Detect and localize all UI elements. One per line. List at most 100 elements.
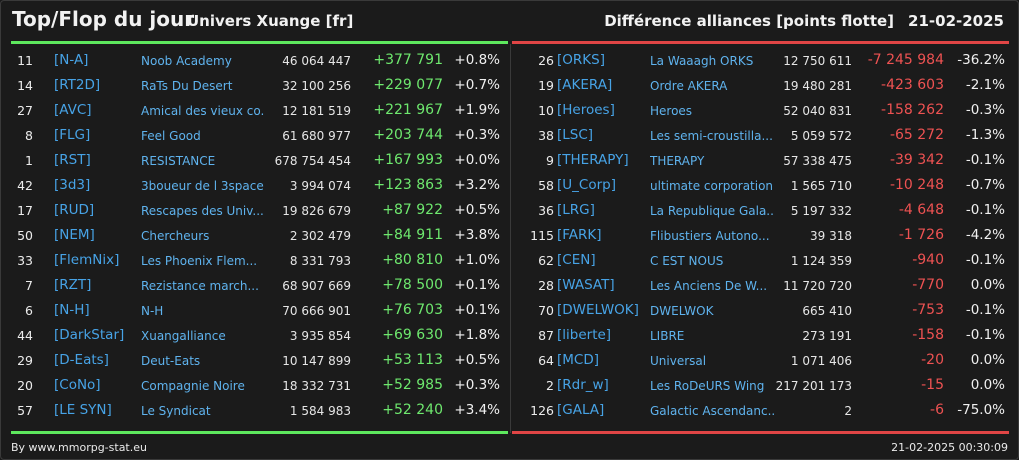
alliance-name-link[interactable]: Rescapes des Univ... [141, 204, 264, 218]
percent-cell: -0.3% [965, 102, 1005, 118]
alliance-tag-link[interactable]: [MCD] [557, 352, 600, 368]
diff-cell: -4 648 [898, 202, 944, 218]
points-cell: 39 318 [810, 229, 852, 243]
alliance-tag-link[interactable]: [RST] [54, 152, 91, 168]
alliance-tag-link[interactable]: [CoNo] [54, 377, 101, 393]
alliance-name-link[interactable]: La Republique Gala... [650, 204, 774, 218]
alliance-name-link[interactable]: RESISTANCE [141, 154, 216, 168]
alliance-tag-link[interactable]: [RT2D] [54, 77, 101, 93]
alliance-tag-link[interactable]: [GALA] [557, 402, 605, 418]
alliance-tag-link[interactable]: [Heroes] [557, 102, 615, 118]
alliance-tag-link[interactable]: [WASAT] [557, 277, 615, 293]
points-cell: 10 147 899 [282, 354, 351, 368]
alliance-name-link[interactable]: Xuangalliance [141, 329, 226, 343]
alliance-tag-link[interactable]: [Rdr_w] [557, 377, 609, 393]
alliance-name-link[interactable]: 3boueur de l 3space [141, 179, 264, 193]
alliance-name-link[interactable]: Les RoDeURS Wing [650, 379, 765, 393]
alliance-tag-link[interactable]: [AKERA] [557, 77, 613, 93]
rank-cell: 9 [546, 153, 554, 168]
alliance-name-link[interactable]: THERAPY [650, 154, 705, 168]
alliance-name-link[interactable]: Heroes [650, 104, 693, 118]
alliance-name-link[interactable]: C EST NOUS [650, 254, 724, 268]
alliance-name-link[interactable]: Le Syndicat [141, 404, 211, 418]
table-row: 19 [AKERA] Ordre AKERA 19 480 281 -423 603 -2… [511, 73, 1018, 98]
alliance-name-link[interactable]: Universal [650, 354, 707, 368]
table-row: 20 [CoNo] Compagnie Noire 18 332 731 +52 985… [1, 373, 510, 398]
alliance-name-link[interactable]: Les semi-croustilla... [650, 129, 773, 143]
points-cell: 19 826 679 [282, 204, 351, 218]
alliance-tag-link[interactable]: [N-H] [54, 302, 90, 318]
alliance-name-link[interactable]: Les Anciens De W... [650, 279, 768, 293]
alliance-name-link[interactable]: Rezistance march... [141, 279, 259, 293]
alliance-name-link[interactable]: LIBRE [650, 329, 685, 343]
rank-cell: 44 [17, 328, 33, 343]
page-title: Top/Flop du jour [12, 7, 195, 31]
alliance-tag-link[interactable]: [DWELWOK] [557, 302, 639, 318]
table-row: 9 [THERAPY] THERAPY 57 338 475 -39 342 -0.1% [511, 148, 1018, 173]
alliance-name-link[interactable]: Flibustiers Autono... [650, 229, 770, 243]
alliance-tag-link[interactable]: [ORKS] [557, 52, 605, 68]
metric-label: Différence alliances [points flotte] [604, 12, 895, 30]
rank-cell: 27 [17, 103, 33, 118]
alliance-name-link[interactable]: La Waaagh ORKS [650, 54, 754, 68]
alliance-tag-link[interactable]: [RZT] [54, 277, 92, 293]
diff-cell: -20 [921, 352, 944, 368]
alliance-name-link[interactable]: ultimate corporation [650, 179, 774, 193]
rank-cell: 19 [538, 78, 554, 93]
alliance-tag-link[interactable]: [LE SYN] [54, 402, 112, 418]
points-cell: 1 565 710 [790, 179, 852, 193]
universe-label: Univers Xuange [fr] [187, 12, 354, 30]
alliance-name-link[interactable]: Feel Good [141, 129, 201, 143]
percent-cell: -0.7% [965, 177, 1005, 193]
alliance-tag-link[interactable]: [N-A] [54, 52, 89, 68]
alliance-name-link[interactable]: Deut-Eats [141, 354, 201, 368]
alliance-name-link[interactable]: Galactic Ascendanc... [650, 404, 774, 418]
points-cell: 11 720 720 [783, 279, 852, 293]
alliance-tag-link[interactable]: [D-Eats] [54, 352, 109, 368]
rank-cell: 38 [538, 128, 554, 143]
alliance-name-link[interactable]: DWELWOK [650, 304, 714, 318]
alliance-name-link[interactable]: Noob Academy [141, 54, 232, 68]
table-row: 64 [MCD] Universal 1 071 406 -20 0.0% [511, 348, 1018, 373]
alliance-tag-link[interactable]: [CEN] [557, 252, 596, 268]
alliance-tag-link[interactable]: [NEM] [54, 227, 95, 243]
rank-cell: 58 [538, 178, 554, 193]
alliance-tag-link[interactable]: [DarkStar] [54, 327, 125, 343]
alliance-name-link[interactable]: N-H [141, 304, 164, 318]
alliance-tag-link[interactable]: [FARK] [557, 227, 602, 243]
alliance-name-link[interactable]: Les Phoenix Flem... [141, 254, 258, 268]
points-cell: 3 994 074 [289, 179, 351, 193]
percent-cell: -1.3% [965, 127, 1005, 143]
alliance-tag-link[interactable]: [liberte] [557, 327, 612, 343]
alliance-tag-link[interactable]: [LRG] [557, 202, 595, 218]
percent-cell: -4.2% [965, 227, 1005, 243]
alliance-tag-link[interactable]: [FLG] [54, 127, 91, 143]
alliance-tag-link[interactable]: [U_Corp] [557, 177, 616, 193]
diff-cell: -39 342 [889, 152, 944, 168]
percent-cell: -0.1% [965, 327, 1005, 343]
alliance-name-link[interactable]: RaTs Du Desert [141, 79, 233, 93]
alliance-name-link[interactable]: Compagnie Noire [141, 379, 245, 393]
date-label: 21-02-2025 [908, 12, 1004, 30]
alliance-tag-link[interactable]: [FlemNix] [54, 252, 120, 268]
table-row: 26 [ORKS] La Waaagh ORKS 12 750 611 -7 245 9… [511, 48, 1018, 73]
diff-cell: -10 248 [889, 177, 944, 193]
alliance-tag-link[interactable]: [AVC] [54, 102, 92, 118]
alliance-name-link[interactable]: Chercheurs [141, 229, 210, 243]
table-row: 2 [Rdr_w] Les RoDeURS Wing 217 201 173 -15 0.… [511, 373, 1018, 398]
alliance-tag-link[interactable]: [LSC] [557, 127, 594, 143]
diff-cell: +69 630 [382, 327, 443, 343]
alliance-name-link[interactable]: Amical des vieux co... [141, 104, 265, 118]
alliance-tag-link[interactable]: [3d3] [54, 177, 91, 193]
alliance-tag-link[interactable]: [THERAPY] [557, 152, 629, 168]
rank-cell: 8 [25, 128, 33, 143]
rank-cell: 70 [538, 303, 554, 318]
points-cell: 217 201 173 [775, 379, 852, 393]
diff-cell: +229 077 [373, 77, 443, 93]
alliance-tag-link[interactable]: [RUD] [54, 202, 95, 218]
diff-cell: -158 [912, 327, 944, 343]
table-row: 11 [N-A] Noob Academy 46 064 447 +377 791 +0.… [1, 48, 510, 73]
alliance-name-link[interactable]: Ordre AKERA [650, 79, 728, 93]
percent-cell: +0.1% [454, 302, 500, 318]
points-cell: 70 666 901 [282, 304, 351, 318]
